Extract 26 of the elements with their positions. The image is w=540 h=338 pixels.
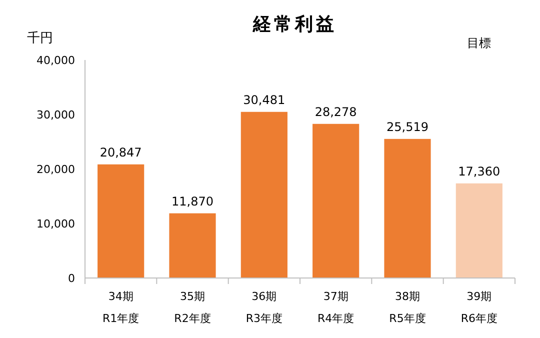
x-tick-label: 34期 R1年度 [102, 290, 140, 325]
data-label: 17,360 [458, 164, 500, 178]
x-tick-label: 39期 R6年度 [460, 290, 498, 325]
x-tick-label: 38期 R5年度 [389, 290, 426, 325]
data-label: 25,519 [386, 120, 428, 134]
bar [240, 112, 288, 278]
bar [98, 164, 144, 278]
bar [169, 213, 216, 278]
bar [456, 183, 502, 278]
y-tick-label: 30,000 [36, 108, 75, 122]
bar [312, 124, 360, 278]
data-label: 30,481 [243, 92, 286, 107]
x-tick-label: 37期 R4年度 [318, 290, 354, 325]
chart-title: 経常利益 [252, 14, 337, 35]
y-axis-title: 千円 [27, 31, 53, 46]
data-label: 20,847 [100, 145, 142, 160]
bar [384, 138, 431, 278]
data-label: 11,870 [172, 194, 214, 208]
x-tick-label: 36期 R3年度 [246, 290, 282, 325]
data-label: 28,278 [314, 104, 357, 119]
y-tick-label: 10,000 [36, 218, 75, 230]
y-tick-label: 0 [68, 272, 75, 285]
x-tick-label: 35期 R2年度 [174, 290, 211, 325]
text: 目標 [467, 36, 492, 50]
y-tick-label: 20,000 [36, 163, 75, 176]
y-tick-label: 40,000 [36, 54, 75, 67]
